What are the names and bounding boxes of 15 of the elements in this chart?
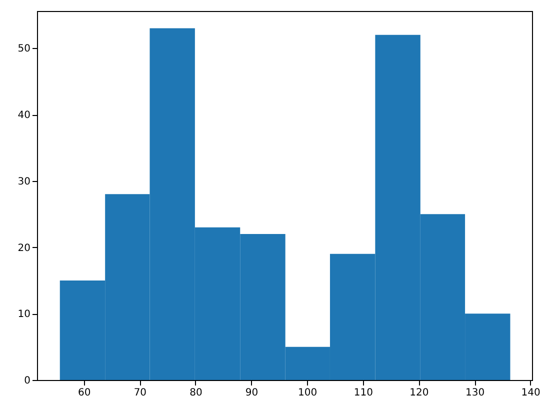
y-tick-label: 0	[24, 376, 30, 386]
x-tick-label: 140	[521, 388, 540, 398]
y-tick-label: 10	[18, 309, 30, 320]
x-tick-label: 90	[245, 388, 258, 398]
x-tick-label: 120	[410, 388, 429, 398]
x-tick-label: 110	[354, 388, 373, 398]
x-tick-label: 70	[134, 388, 147, 398]
x-tick-label: 80	[190, 388, 202, 398]
y-tick-label: 50	[18, 44, 30, 55]
y-tick-label: 20	[18, 242, 30, 254]
y-tick-label: 30	[18, 176, 30, 188]
x-tick-label: 60	[78, 388, 91, 398]
y-tick-label: 40	[18, 110, 30, 122]
x-tick-label: 130	[465, 388, 485, 398]
x-tick-label: 100	[298, 388, 318, 398]
